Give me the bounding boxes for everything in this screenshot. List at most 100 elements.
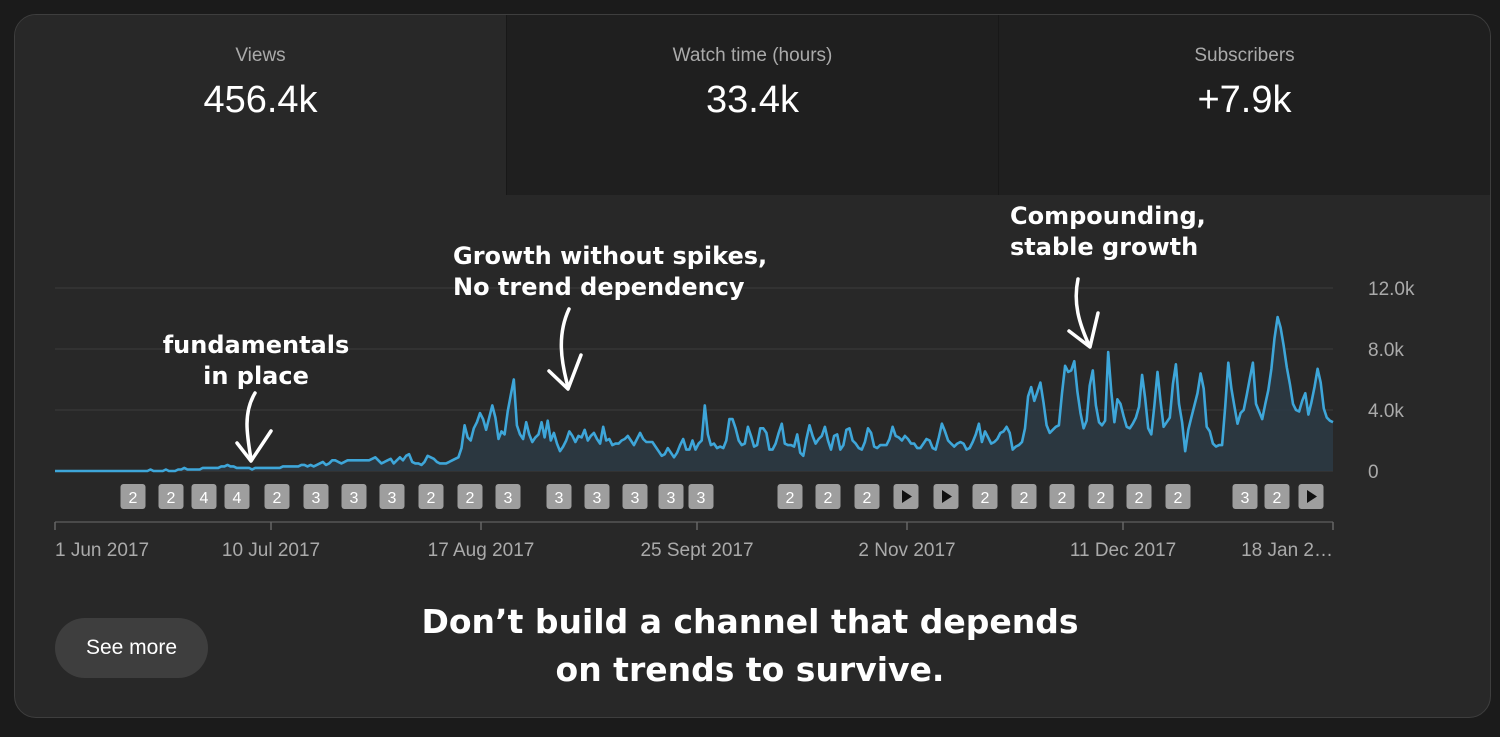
x-tick-label: 11 Dec 2017: [1070, 540, 1176, 561]
marker-label: 2: [1058, 490, 1067, 507]
arrow-compounding-icon-shaft: [1074, 277, 1091, 347]
upload-marker: 3: [1232, 484, 1258, 509]
marker-badge: [1088, 484, 1114, 509]
analytics-card: Views 456.4k Watch time (hours) 33.4k Su…: [14, 14, 1491, 718]
marker-badge: [341, 484, 367, 509]
upload-marker: 2: [972, 484, 998, 509]
marker-label: 4: [200, 490, 209, 507]
upload-marker: 3: [303, 484, 329, 509]
upload-marker-play: [1298, 484, 1324, 509]
upload-marker: 2: [1049, 484, 1075, 509]
tab-subscribers-label: Subscribers: [1194, 45, 1295, 66]
arrow-growth-icon-shaft: [559, 307, 571, 389]
upload-marker: 2: [120, 484, 146, 509]
marker-label: 3: [631, 490, 640, 507]
arrow-compounding-icon-head: [1067, 311, 1100, 349]
upload-marker: 2: [1165, 484, 1191, 509]
y-tick-label: 0: [1368, 462, 1379, 483]
play-icon: [902, 490, 912, 503]
upload-marker: 2: [158, 484, 184, 509]
marker-badge: [658, 484, 684, 509]
marker-badge: [688, 484, 714, 509]
upload-marker: 4: [191, 484, 217, 509]
marker-badge: [264, 484, 290, 509]
arrow-growth-icon: [547, 307, 583, 391]
marker-badge: [972, 484, 998, 509]
upload-marker: 2: [1264, 484, 1290, 509]
marker-label: 2: [129, 490, 138, 507]
upload-marker: 3: [622, 484, 648, 509]
upload-marker: 3: [688, 484, 714, 509]
x-tick-label: 10 Jul 2017: [222, 540, 320, 561]
tab-watch-time-label: Watch time (hours): [672, 45, 833, 66]
tab-subscribers[interactable]: Subscribers +7.9k: [999, 15, 1490, 195]
metric-tabs: Views 456.4k Watch time (hours) 33.4k Su…: [15, 15, 1490, 195]
tab-views-value: 456.4k: [203, 79, 318, 121]
marker-label: 2: [1097, 490, 1106, 507]
marker-badge: [303, 484, 329, 509]
annotation-compounding: Compounding, stable growth: [1010, 202, 1206, 261]
tab-subscribers-value: +7.9k: [1197, 79, 1292, 121]
upload-marker: 3: [495, 484, 521, 509]
x-tick-label: 25 Sept 2017: [640, 540, 753, 561]
marker-badge: [1011, 484, 1037, 509]
marker-badge: [622, 484, 648, 509]
marker-badge: [1232, 484, 1258, 509]
marker-label: 2: [1020, 490, 1029, 507]
marker-label: 2: [427, 490, 436, 507]
y-tick-label: 8.0k: [1368, 340, 1404, 361]
upload-marker: 4: [224, 484, 250, 509]
marker-label: 2: [466, 490, 475, 507]
views-chart: 0 4.0k 8.0k 12.0k 1 Jun 2017 10 Jul 2017 17 Au…: [54, 277, 1415, 561]
arrow-fundamentals-icon-shaft: [245, 391, 257, 461]
marker-label: 4: [233, 490, 242, 507]
upload-marker: 2: [1011, 484, 1037, 509]
marker-label: 3: [593, 490, 602, 507]
marker-badge: [1126, 484, 1152, 509]
marker-label: 3: [555, 490, 564, 507]
upload-marker: 2: [815, 484, 841, 509]
marker-badge: [1165, 484, 1191, 509]
play-icon: [942, 490, 952, 503]
marker-badge: [158, 484, 184, 509]
y-tick-label: 12.0k: [1368, 279, 1415, 300]
upload-marker: 3: [546, 484, 572, 509]
marker-badge: [546, 484, 572, 509]
marker-badge: [777, 484, 803, 509]
arrow-growth-icon-head: [547, 353, 583, 391]
marker-badge: [120, 484, 146, 509]
marker-label: 2: [273, 490, 282, 507]
x-tick-label: 17 Aug 2017: [428, 540, 535, 561]
upload-marker: 2: [1126, 484, 1152, 509]
upload-marker: 3: [379, 484, 405, 509]
marker-badge: [1049, 484, 1075, 509]
marker-badge: [1264, 484, 1290, 509]
upload-marker: 2: [264, 484, 290, 509]
upload-marker: 2: [418, 484, 444, 509]
upload-marker: 2: [457, 484, 483, 509]
marker-label: 2: [863, 490, 872, 507]
marker-label: 2: [1174, 490, 1183, 507]
marker-label: 2: [1135, 490, 1144, 507]
upload-marker: 3: [341, 484, 367, 509]
tab-views[interactable]: Views 456.4k: [15, 15, 506, 195]
marker-badge: [815, 484, 841, 509]
marker-label: 2: [824, 490, 833, 507]
marker-label: 3: [388, 490, 397, 507]
upload-marker: 3: [658, 484, 684, 509]
upload-marker: 2: [1088, 484, 1114, 509]
annotation-fundamentals: fundamentals in place: [162, 331, 350, 390]
series-line: [55, 315, 1334, 473]
tab-watch-time[interactable]: Watch time (hours) 33.4k: [506, 15, 999, 195]
marker-badge: [379, 484, 405, 509]
marker-label: 2: [786, 490, 795, 507]
x-tick-label: 1 Jun 2017: [55, 540, 149, 561]
upload-marker: 3: [584, 484, 610, 509]
marker-badge: [457, 484, 483, 509]
marker-badge: [584, 484, 610, 509]
arrow-compounding-icon: [1067, 277, 1100, 349]
see-more-button[interactable]: See more: [55, 618, 208, 678]
tab-views-label: Views: [235, 45, 286, 66]
arrow-fundamentals-icon-head: [235, 429, 273, 463]
upload-marker-play: [933, 484, 959, 509]
